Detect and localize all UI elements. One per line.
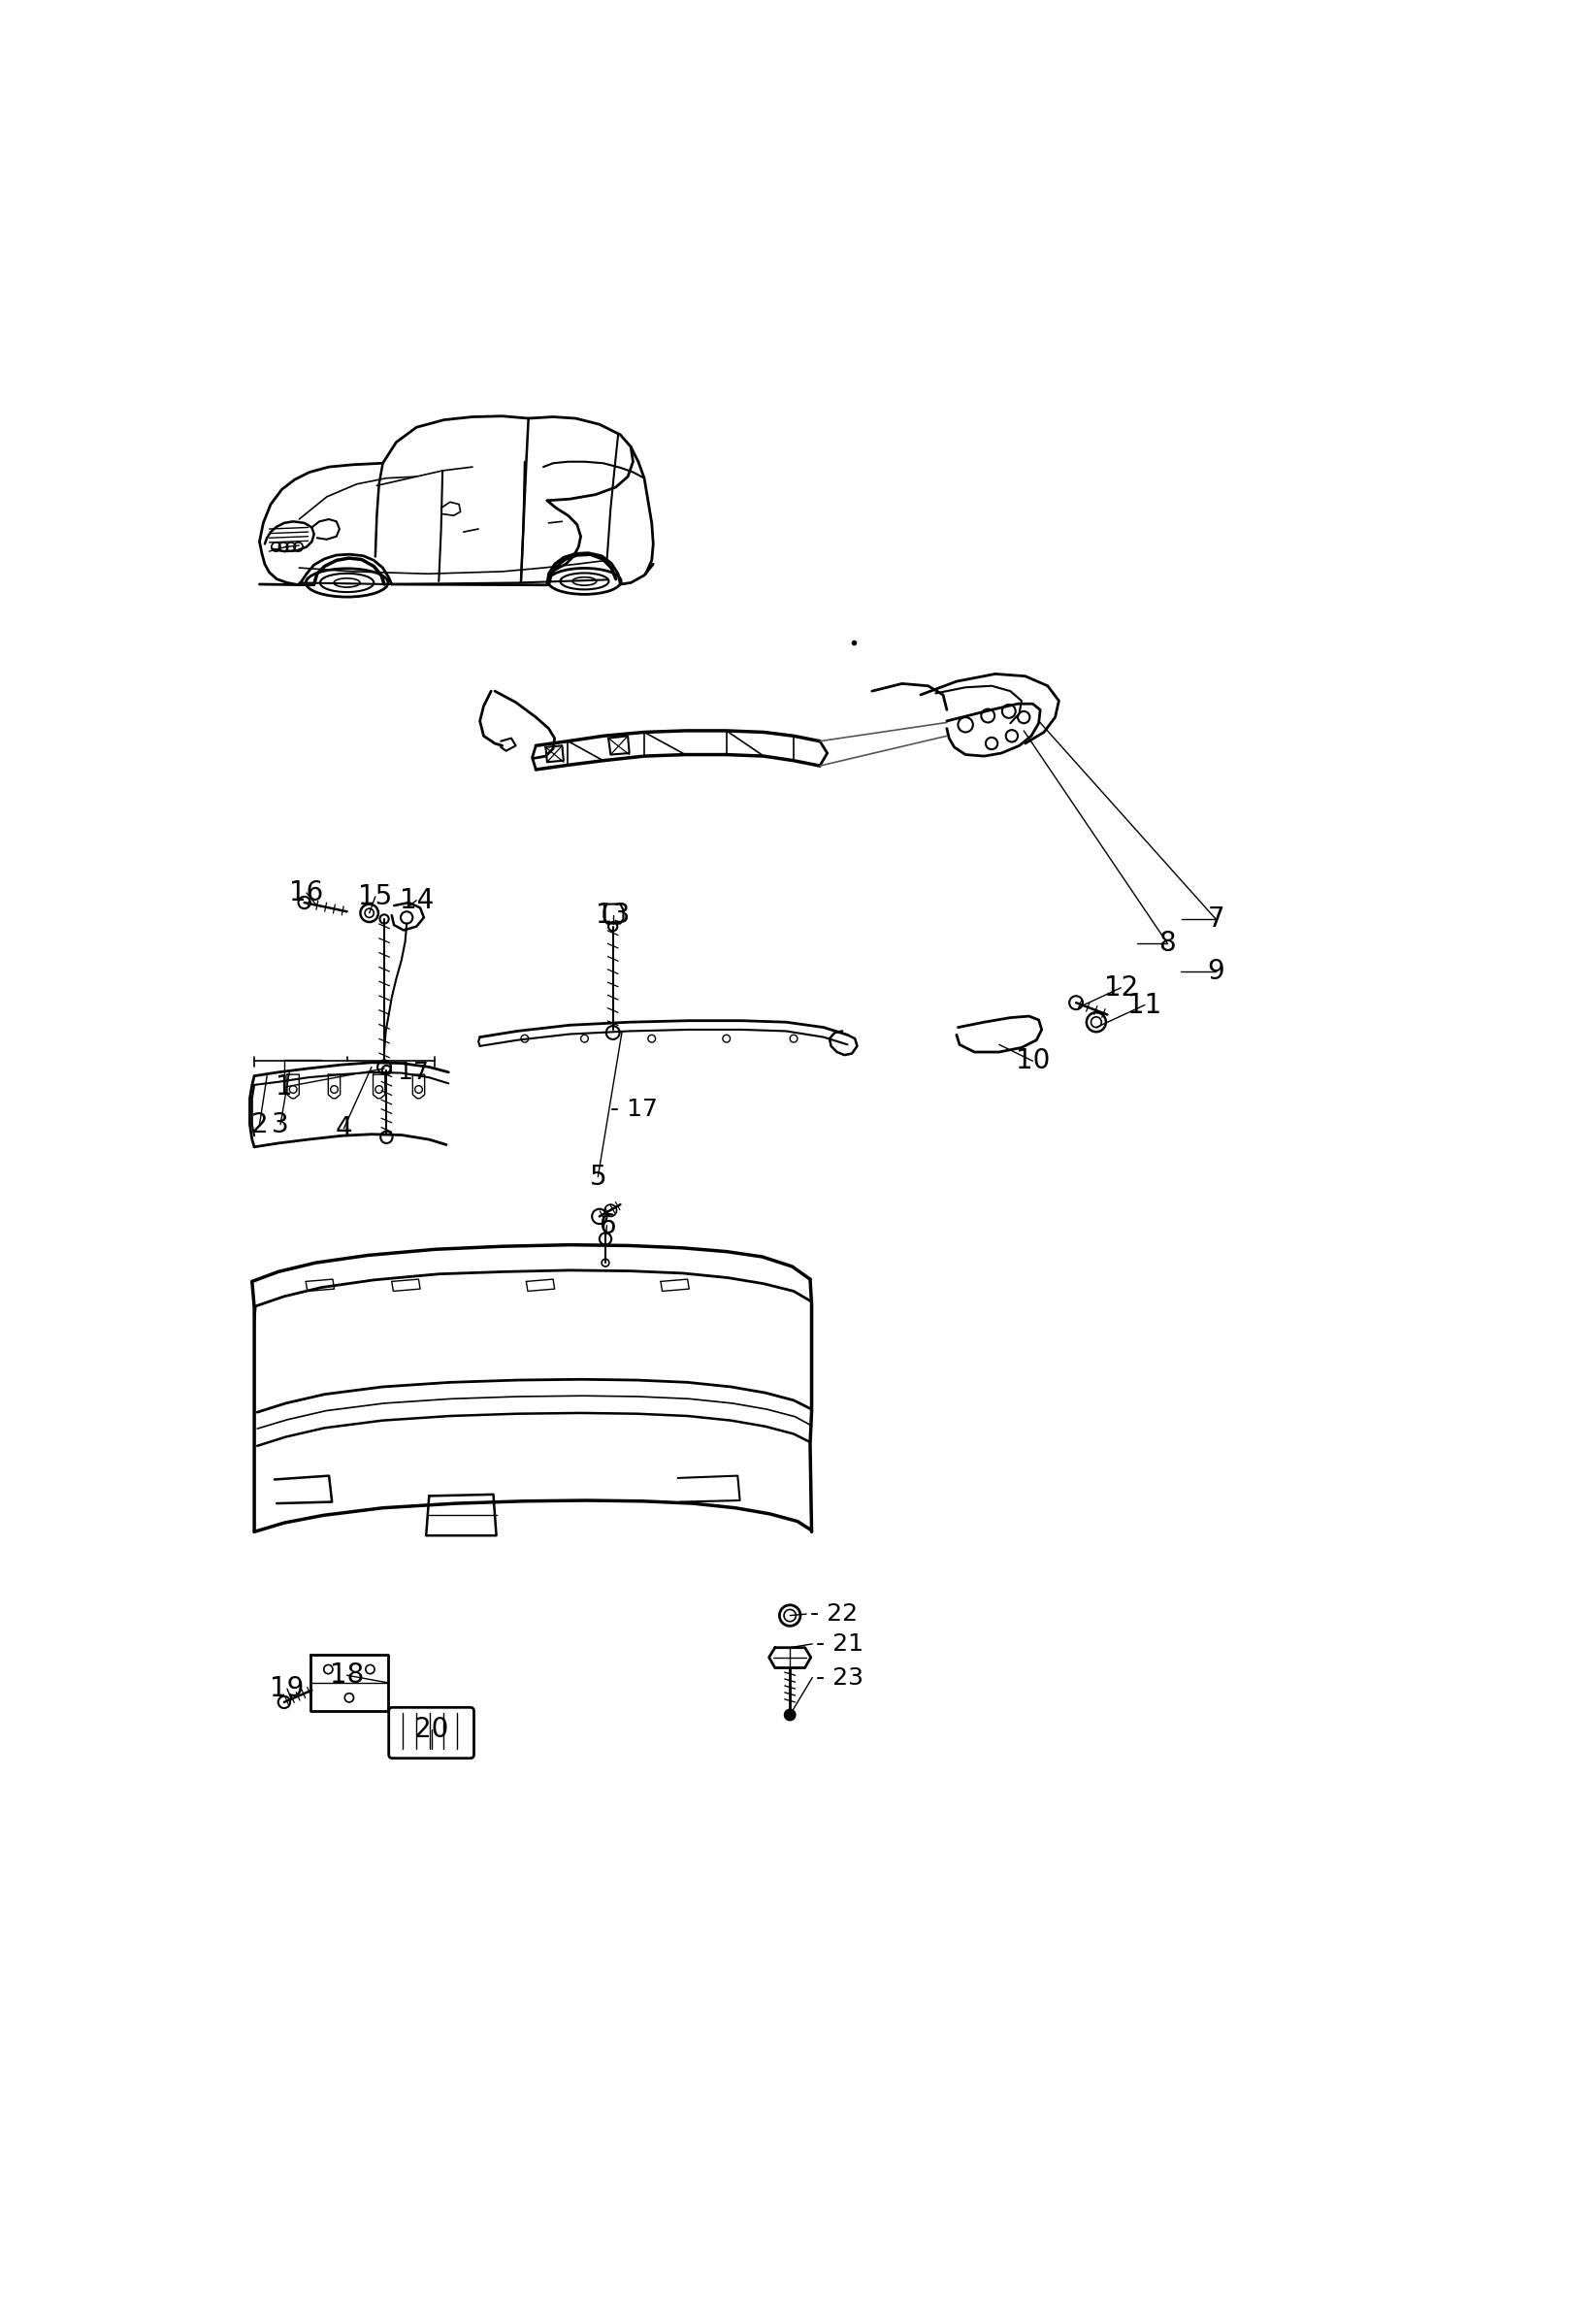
Text: 14: 14 xyxy=(399,887,434,914)
Text: 13: 13 xyxy=(595,903,630,928)
Text: 11: 11 xyxy=(1128,990,1162,1018)
Text: 6: 6 xyxy=(598,1211,616,1239)
Text: 7: 7 xyxy=(1207,905,1224,933)
Text: - 22: - 22 xyxy=(811,1603,857,1626)
Text: - 21: - 21 xyxy=(816,1633,863,1656)
Text: 20: 20 xyxy=(415,1716,448,1743)
Text: 16: 16 xyxy=(289,880,324,907)
Text: - 23: - 23 xyxy=(816,1665,863,1688)
Text: 15: 15 xyxy=(358,882,393,910)
Text: 2: 2 xyxy=(251,1110,268,1138)
Text: 19: 19 xyxy=(270,1674,305,1702)
Text: - 17: - 17 xyxy=(381,1062,429,1085)
Text: 10: 10 xyxy=(1015,1048,1050,1076)
Text: 3: 3 xyxy=(271,1110,289,1138)
Text: 4: 4 xyxy=(335,1115,353,1142)
Text: - 17: - 17 xyxy=(611,1099,658,1122)
Text: 9: 9 xyxy=(1207,958,1224,986)
FancyBboxPatch shape xyxy=(389,1707,474,1757)
Text: 5: 5 xyxy=(589,1163,606,1191)
Text: 18: 18 xyxy=(330,1663,364,1688)
Circle shape xyxy=(785,1709,795,1720)
Text: 8: 8 xyxy=(1159,930,1176,956)
Text: 1: 1 xyxy=(276,1073,292,1101)
Text: 12: 12 xyxy=(1104,974,1138,1002)
